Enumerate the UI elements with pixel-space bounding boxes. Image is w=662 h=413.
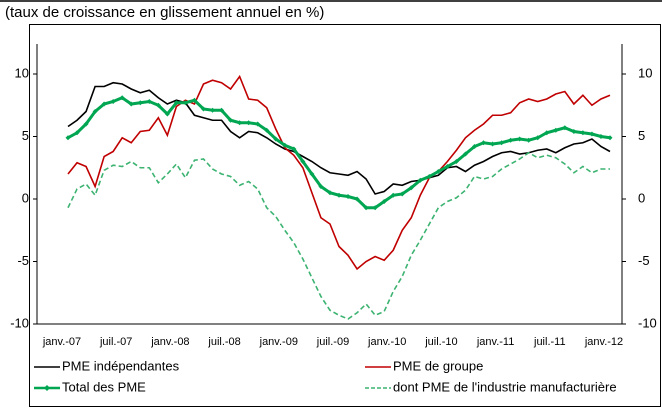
- legend-label: PME de groupe: [393, 358, 483, 373]
- x-tick-label: janv.-12: [584, 336, 623, 348]
- legend-label: dont PME de l'industrie manufacturière: [393, 379, 617, 394]
- frame: [29, 24, 661, 407]
- point-marker: [300, 159, 306, 164]
- point-marker: [390, 192, 396, 198]
- point-marker: [210, 107, 216, 113]
- x-tick-label: janv.-11: [476, 336, 515, 348]
- y2-tick-label: 5: [638, 128, 645, 143]
- x-tick-label: janv.-09: [259, 336, 298, 348]
- y2-tick-label: 10: [638, 65, 652, 80]
- point-marker: [128, 101, 134, 107]
- point-marker: [155, 102, 161, 108]
- point-marker: [517, 136, 523, 142]
- point-marker: [553, 127, 559, 133]
- point-marker: [92, 109, 98, 114]
- point-marker: [408, 185, 414, 191]
- point-marker: [164, 111, 170, 117]
- point-marker: [146, 99, 152, 104]
- y2-tick-label: -10: [638, 315, 657, 330]
- y-tick-label: 10: [15, 65, 29, 80]
- point-marker: [201, 106, 206, 112]
- point-marker: [65, 135, 71, 141]
- point-marker: [444, 164, 450, 169]
- point-marker: [580, 130, 586, 136]
- legend-marker: [44, 385, 50, 391]
- x-tick-label: juil.-10: [424, 336, 457, 348]
- point-marker: [562, 125, 568, 131]
- chart-title: (taux de croissance en glissement annuel…: [5, 4, 324, 21]
- point-marker: [336, 192, 342, 198]
- point-marker: [309, 171, 315, 177]
- x-tick-label: janv.-08: [150, 336, 189, 348]
- point-marker: [191, 97, 197, 103]
- point-marker: [74, 130, 80, 136]
- series-line: [67, 151, 610, 320]
- x-tick-label: juil.-07: [99, 336, 132, 348]
- point-marker: [462, 151, 468, 157]
- point-marker: [318, 184, 324, 189]
- point-marker: [273, 136, 279, 142]
- point-marker: [219, 107, 225, 113]
- point-marker: [237, 120, 243, 126]
- point-marker: [327, 190, 333, 196]
- x-tick-label: janv.-07: [42, 336, 81, 348]
- point-marker: [499, 140, 505, 146]
- point-marker: [291, 146, 297, 152]
- point-marker: [83, 121, 89, 127]
- point-marker: [544, 130, 550, 136]
- x-tick-label: juil.-11: [533, 336, 566, 348]
- point-marker: [137, 100, 143, 106]
- point-marker: [173, 100, 179, 106]
- y2-tick-label: 0: [638, 190, 645, 205]
- series-line: [67, 74, 611, 271]
- point-marker: [264, 127, 270, 133]
- y-tick-label: 5: [22, 128, 29, 143]
- point-marker: [526, 137, 532, 143]
- point-marker: [535, 135, 541, 141]
- point-marker: [472, 144, 477, 149]
- point-marker: [435, 169, 441, 174]
- point-marker: [417, 177, 423, 183]
- point-marker: [372, 205, 378, 211]
- point-marker: [110, 99, 116, 104]
- point-marker: [119, 95, 125, 101]
- point-marker: [381, 199, 387, 204]
- point-marker: [399, 191, 405, 197]
- point-marker: [282, 142, 288, 148]
- point-marker: [571, 129, 577, 134]
- point-marker: [607, 135, 613, 141]
- x-tick-label: juil.-08: [207, 336, 240, 348]
- x-tick-label: janv.-10: [367, 336, 406, 348]
- point-marker: [255, 121, 261, 127]
- x-tick-label: juil.-09: [316, 336, 349, 348]
- point-marker: [490, 141, 496, 147]
- point-marker: [101, 101, 107, 107]
- point-marker: [508, 137, 514, 143]
- legend-label: Total des PME: [62, 379, 146, 394]
- point-marker: [228, 117, 234, 123]
- y-tick-label: -5: [17, 253, 29, 268]
- point-marker: [182, 100, 188, 106]
- y-tick-label: -10: [10, 315, 29, 330]
- y2-tick-label: -5: [638, 253, 650, 268]
- series-line: [67, 81, 611, 195]
- point-marker: [345, 194, 351, 199]
- point-marker: [246, 120, 252, 126]
- point-marker: [481, 140, 487, 146]
- legend-label: PME indépendantes: [62, 358, 180, 373]
- point-marker: [363, 205, 369, 211]
- y-tick-label: 0: [22, 190, 29, 205]
- point-marker: [426, 174, 432, 179]
- point-marker: [354, 196, 360, 202]
- point-marker: [598, 134, 604, 139]
- point-marker: [589, 131, 595, 137]
- point-marker: [453, 159, 459, 164]
